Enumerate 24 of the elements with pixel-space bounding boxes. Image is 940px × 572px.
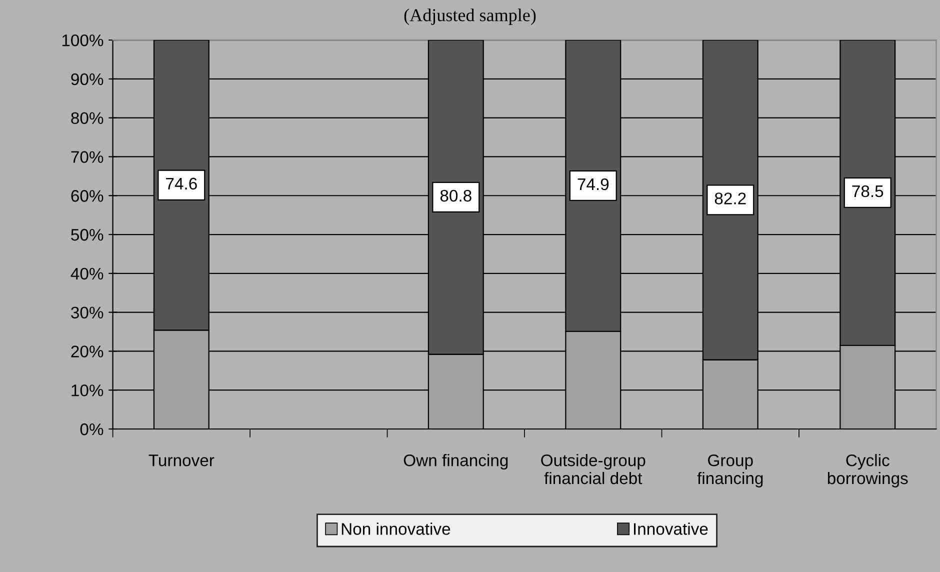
y-tick-label: 50% — [71, 228, 104, 241]
y-tick-label: 20% — [71, 346, 104, 358]
data-label: 80.8 — [440, 190, 472, 202]
x-tick-label: Cyclic borrowings — [828, 454, 908, 488]
y-tick-label: 10% — [72, 384, 104, 396]
y-tick-label: 30% — [71, 306, 104, 319]
x-tick-label: Own financing — [404, 454, 508, 470]
y-tick-label: 0% — [80, 423, 104, 436]
y-tick-label: 70% — [71, 151, 104, 163]
y-tick-label: 40% — [70, 268, 104, 280]
data-label: 74.9 — [578, 178, 609, 190]
data-label: 78.5 — [852, 185, 884, 198]
x-tick-label: Outside-group financial debt — [541, 454, 646, 484]
chart-title: (Adjusted sample) — [404, 8, 536, 25]
y-tick-label: 60% — [71, 190, 104, 202]
x-tick-label: Turnover — [148, 454, 214, 466]
y-tick-label: 80% — [71, 112, 104, 124]
y-tick-label: 90% — [71, 73, 104, 86]
legend-label: Innovative — [634, 522, 708, 535]
legend-label: Non innovative — [342, 522, 450, 535]
x-tick-label: Group financing — [697, 454, 763, 488]
data-label: 74.6 — [166, 178, 197, 190]
y-tick-label: 100% — [62, 34, 104, 46]
data-label: 82.2 — [714, 192, 746, 204]
